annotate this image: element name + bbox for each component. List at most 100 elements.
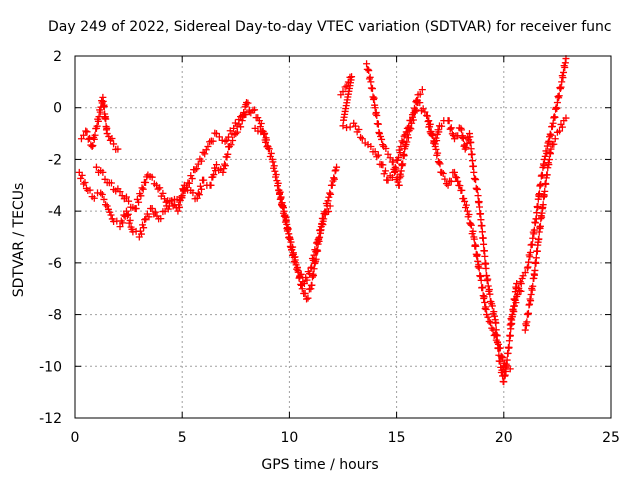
data-point-fill (373, 112, 381, 120)
data-point-fill (490, 308, 498, 316)
data-point-fill (501, 371, 509, 379)
data-point-fill (381, 167, 389, 175)
data-point-fill (505, 343, 513, 351)
data-point-fill (124, 210, 132, 218)
data-point (500, 378, 508, 386)
data-point-fill (251, 106, 259, 114)
data-point-fill (365, 67, 373, 75)
data-point-fill (472, 242, 480, 250)
data-point-fill (137, 192, 145, 200)
data-point-fill (164, 205, 172, 213)
data-point-fill (515, 287, 523, 295)
data-point-fill (78, 171, 86, 179)
data-point-fill (99, 168, 107, 176)
data-point-fill (386, 154, 394, 162)
data-point (90, 194, 98, 202)
x-tick-label: 20 (495, 430, 513, 446)
data-point-fill (154, 185, 162, 193)
data-point-fill (355, 125, 363, 133)
data-point-fill (107, 211, 115, 219)
data-point-fill (479, 284, 487, 292)
data-point-fill (481, 299, 489, 307)
data-point-fill (366, 73, 374, 81)
data-point-fill (89, 141, 97, 149)
data-point-fill (539, 201, 547, 209)
data-point (551, 135, 559, 143)
data-point-fill (289, 249, 297, 257)
data-point-fill (400, 132, 408, 140)
x-tick-label: 15 (388, 430, 406, 446)
data-point-fill (292, 261, 300, 269)
data-point-fill (423, 112, 431, 120)
data-point-fill (132, 205, 140, 213)
data-point-fill (326, 189, 334, 197)
x-tick-label: 10 (280, 430, 298, 446)
data-point-fill (479, 234, 487, 242)
data-point-fill (553, 105, 561, 113)
data-point-fill (467, 138, 475, 146)
data-point-fill (119, 219, 127, 227)
data-point-fill (508, 316, 516, 324)
data-point-fill (265, 145, 273, 153)
data-point-fill (514, 290, 522, 298)
data-point-fill (86, 186, 94, 194)
data-point-fill (406, 124, 414, 132)
data-point (298, 285, 306, 293)
data-point-fill (107, 179, 115, 187)
data-point-fill (297, 270, 305, 278)
data-point-fill (441, 175, 449, 183)
data-point-fill (473, 251, 481, 259)
data-point (103, 202, 111, 210)
data-point-fill (237, 123, 245, 131)
data-point-fill (108, 134, 116, 142)
data-point-fill (330, 175, 338, 183)
data-point-fill (303, 276, 311, 284)
data-point-fill (484, 275, 492, 283)
data-point-fill (286, 234, 294, 242)
data-point-fill (544, 139, 552, 147)
data-point-fill (394, 154, 402, 162)
data-point-fill (308, 281, 316, 289)
data-point-fill (201, 150, 209, 158)
data-point-fill (534, 203, 542, 211)
data-point (463, 207, 471, 215)
data-point-fill (176, 203, 184, 211)
data-point-fill (370, 94, 378, 102)
data-point-fill (275, 189, 283, 197)
data-point-fill (195, 191, 203, 199)
data-point-fill (462, 201, 470, 209)
data-point-fill (541, 152, 549, 160)
data-point-fill (492, 319, 500, 327)
data-point (478, 228, 486, 236)
data-point-fill (282, 217, 290, 225)
data-point-fill (125, 197, 133, 205)
data-point-fill (194, 189, 202, 197)
data-point-fill (542, 180, 550, 188)
data-point-fill (462, 143, 470, 151)
data-point-fill (397, 167, 405, 175)
data-point-fill (475, 264, 483, 272)
data-point-fill (436, 160, 444, 168)
data-point-fill (215, 133, 223, 141)
data-point (371, 104, 379, 112)
data-point-fill (284, 225, 292, 233)
y-tick-label: -12 (39, 411, 62, 427)
data-point-fill (389, 158, 397, 166)
y-tick-label: -4 (48, 204, 62, 220)
data-point-fill (373, 153, 381, 161)
data-point (204, 143, 212, 150)
data-point-fill (426, 120, 434, 128)
data-point-fill (511, 302, 519, 310)
data-point-fill (495, 345, 503, 353)
data-point-fill (242, 111, 250, 119)
data-point (326, 202, 334, 210)
data-point (114, 145, 122, 153)
data-point-fill (558, 123, 566, 131)
data-point-fill (510, 308, 518, 316)
data-point-fill (91, 131, 99, 139)
data-point (213, 161, 221, 169)
data-point-fill (368, 85, 376, 93)
data-point (339, 122, 347, 130)
data-point-fill (315, 234, 323, 242)
data-point-fill (188, 175, 196, 183)
